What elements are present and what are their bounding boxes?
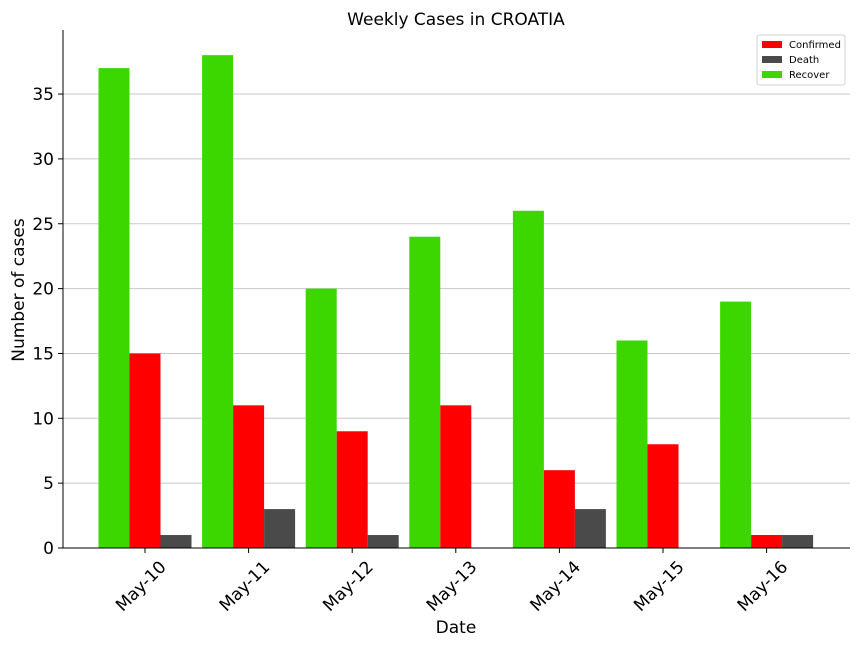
x-tick-label: May-13 [423,557,481,615]
y-tick-label: 20 [32,280,54,300]
y-tick-label: 35 [32,85,54,105]
y-tick-label: 15 [32,344,54,364]
bar-death-may-11 [264,509,296,548]
bar-death-may-16 [782,535,814,548]
x-tick-label: May-16 [734,557,792,615]
legend-label-recover: Recover [789,70,830,81]
legend-swatch-death [762,56,782,63]
legend-swatch-confirmed [762,41,782,48]
bar-confirmed-may-15 [647,444,679,548]
grid [63,93,850,484]
bar-recover-may-10 [98,68,130,549]
y-tick-label: 5 [43,474,54,494]
y-ticks: 0 5 10 15 20 25 30 35 [32,85,63,559]
bar-death-may-14 [574,509,606,548]
x-tick-label: May-10 [112,557,170,615]
bar-recover-may-13 [409,236,441,548]
bar-death-may-10 [160,535,192,548]
x-tick-label: May-11 [216,557,274,615]
legend-label-confirmed: Confirmed [789,40,841,51]
bar-recover-may-14 [512,210,544,548]
x-tick-label: May-14 [527,557,585,615]
y-tick-label: 0 [43,539,54,559]
bars [98,55,814,549]
bar-confirmed-may-10 [129,353,161,548]
bar-confirmed-may-13 [440,405,472,548]
y-tick-label: 10 [32,409,54,429]
bar-confirmed-may-11 [233,405,265,548]
bar-recover-may-12 [305,288,337,548]
y-axis-label: Number of cases [9,218,29,362]
bar-recover-may-11 [202,55,234,548]
bar-recover-may-16 [720,301,752,548]
chart-title: Weekly Cases in CROATIA [347,10,565,30]
bar-recover-may-15 [616,340,648,548]
x-axis-label: Date [436,618,477,638]
bar-confirmed-may-16 [751,535,783,548]
bar-death-may-12 [367,535,399,548]
legend: Confirmed Death Recover [756,34,846,86]
bar-confirmed-may-14 [543,470,575,548]
legend-swatch-recover [762,71,782,78]
y-tick-label: 30 [32,150,54,170]
y-tick-label: 25 [32,215,54,235]
bar-confirmed-may-12 [336,431,368,548]
x-tick-label: May-12 [319,557,377,615]
x-ticks: May-10 May-11 May-12 May-13 May-14 May-15 May-… [112,548,792,616]
legend-label-death: Death [789,55,819,66]
x-tick-label: May-15 [630,557,688,615]
